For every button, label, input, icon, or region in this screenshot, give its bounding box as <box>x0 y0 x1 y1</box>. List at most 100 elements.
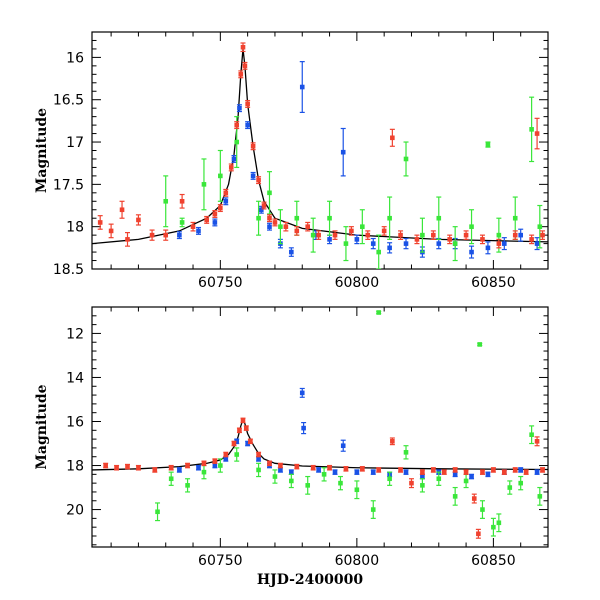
data-point <box>340 443 346 449</box>
data-point <box>256 456 261 462</box>
data-point <box>512 215 518 221</box>
x-tick-label: 60850 <box>471 553 516 569</box>
data-point <box>201 461 207 466</box>
x-tick-label: 60750 <box>198 553 243 569</box>
y-tick-label: 20 <box>66 503 84 519</box>
data-point <box>518 232 523 238</box>
y-tick-label: 12 <box>66 326 84 342</box>
series-2 <box>97 42 546 249</box>
data-point <box>201 182 207 187</box>
data-point <box>234 439 240 444</box>
data-point <box>420 483 425 488</box>
data-point <box>272 220 278 225</box>
data-point <box>223 456 229 462</box>
data-point <box>398 232 403 238</box>
data-point <box>218 463 223 468</box>
x-tick-label: 60850 <box>471 275 516 291</box>
data-point <box>390 135 395 141</box>
data-point <box>534 439 540 444</box>
data-point <box>256 452 261 457</box>
series-0 <box>176 387 540 480</box>
data-point <box>267 224 272 229</box>
x-tick-label: 60750 <box>198 275 243 291</box>
x-axis-title: HJD-2400000 <box>257 572 364 588</box>
data-point <box>136 217 141 223</box>
data-point <box>149 232 155 238</box>
data-point <box>414 237 420 242</box>
data-point <box>469 474 474 479</box>
data-point <box>436 476 442 482</box>
data-point <box>114 465 119 471</box>
data-point <box>496 520 502 526</box>
data-point <box>289 249 294 255</box>
data-point <box>463 232 469 238</box>
data-point <box>240 44 246 50</box>
y-tick-label: 18 <box>66 220 84 236</box>
data-point <box>332 469 338 475</box>
data-point <box>294 228 300 234</box>
data-point <box>409 480 414 486</box>
data-point <box>218 205 223 211</box>
data-point <box>190 224 196 229</box>
data-point <box>125 464 130 469</box>
data-point <box>480 237 485 242</box>
data-point <box>177 467 182 473</box>
data-point <box>119 207 125 213</box>
data-point <box>310 232 316 238</box>
data-point <box>185 483 190 488</box>
y-axis-title: Magnitude <box>34 108 50 193</box>
top-panel: 60750 60800 60850 16 16.5 17 17.5 18 18.5 Magnitu… <box>34 31 549 291</box>
data-point <box>267 461 272 466</box>
data-layer <box>92 42 548 269</box>
data-point <box>507 485 513 490</box>
data-point <box>463 469 469 475</box>
data-point <box>245 101 250 107</box>
data-point <box>250 143 256 149</box>
data-point <box>136 465 141 471</box>
data-point <box>365 232 371 238</box>
data-point <box>496 232 502 238</box>
data-point <box>512 232 518 238</box>
data-point <box>376 310 382 315</box>
data-point <box>354 487 360 493</box>
data-point <box>403 241 409 246</box>
data-point <box>436 215 442 221</box>
data-point <box>177 232 182 238</box>
data-point <box>196 465 201 471</box>
data-point <box>420 474 425 479</box>
data-point <box>480 469 485 475</box>
data-point <box>485 472 491 477</box>
data-point <box>480 507 485 512</box>
axis-ticks <box>92 31 549 270</box>
data-point <box>316 232 321 238</box>
data-point <box>201 469 207 475</box>
data-point <box>256 177 261 183</box>
data-point <box>240 418 246 423</box>
data-point <box>447 237 453 242</box>
data-point <box>231 156 237 162</box>
data-point <box>370 507 376 512</box>
y-tick-label: 18 <box>66 459 84 475</box>
data-point <box>381 228 387 234</box>
data-point <box>332 232 338 238</box>
data-point <box>223 190 229 196</box>
data-point <box>340 149 346 155</box>
x-tick-label: 60800 <box>335 553 380 569</box>
data-point <box>398 467 403 473</box>
data-point <box>283 224 289 229</box>
data-point <box>403 469 409 475</box>
data-point <box>529 127 534 132</box>
data-point <box>168 465 174 471</box>
data-point <box>316 467 321 473</box>
data-point <box>529 432 534 438</box>
data-point <box>370 469 376 475</box>
data-point <box>212 220 218 225</box>
data-point <box>179 220 185 225</box>
data-point <box>491 524 496 530</box>
y-tick-label: 17.5 <box>53 177 84 193</box>
data-point <box>289 469 294 475</box>
series-1 <box>155 310 543 537</box>
data-point <box>476 531 481 537</box>
y-tick-label: 16.5 <box>53 93 84 109</box>
data-point <box>370 241 376 246</box>
